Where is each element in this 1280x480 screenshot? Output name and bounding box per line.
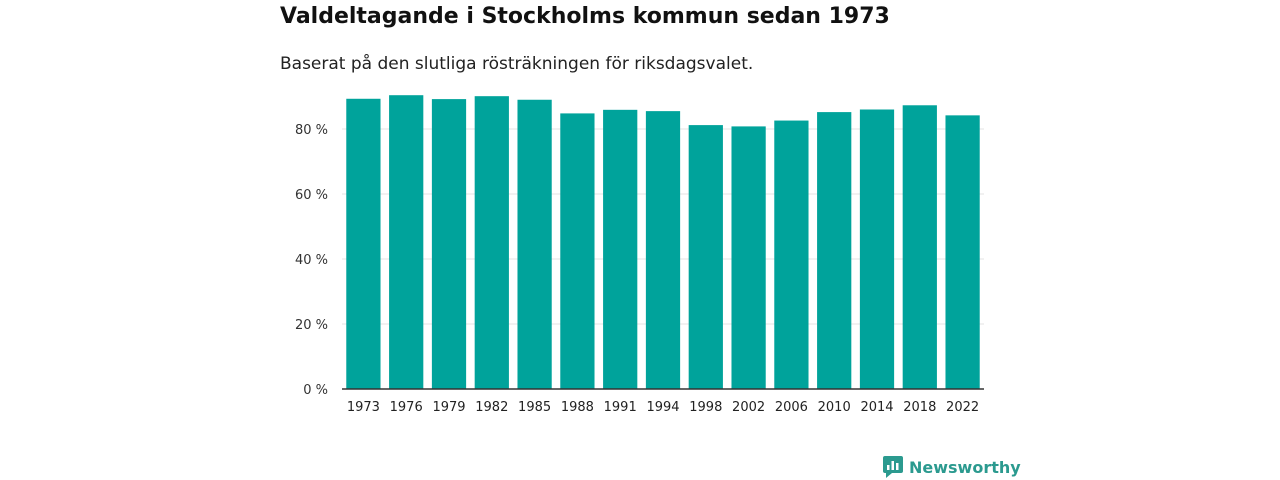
bar-1976 <box>389 95 424 389</box>
brand-logo: Newsworthy <box>883 456 1021 478</box>
newsworthy-icon <box>883 456 903 478</box>
bar-1979 <box>431 99 467 389</box>
bar-1982 <box>474 96 509 390</box>
x-tick-label: 1979 <box>432 400 465 415</box>
x-tick-label: 1998 <box>689 400 722 415</box>
x-tick-label: 2002 <box>732 400 765 415</box>
x-tick-label: 2010 <box>818 400 851 415</box>
bar-1988 <box>560 113 595 390</box>
x-tick-label: 2022 <box>946 400 979 415</box>
bar-2018 <box>902 105 937 390</box>
x-tick-label: 1988 <box>561 400 594 415</box>
x-tick-label: 2014 <box>860 400 893 415</box>
x-tick-label: 1976 <box>390 400 423 415</box>
y-tick-label: 60 % <box>295 188 328 203</box>
x-tick-label: 1991 <box>604 400 637 415</box>
brand-name: Newsworthy <box>909 457 1021 477</box>
bar-1998 <box>688 125 723 389</box>
bar-2006 <box>774 120 809 390</box>
bar-1973 <box>346 98 381 390</box>
bar-2022 <box>945 115 980 389</box>
chart-subtitle: Baserat på den slutliga rösträkningen fö… <box>280 54 754 74</box>
bar-2002 <box>731 126 766 390</box>
y-tick-label: 0 % <box>303 383 328 398</box>
bar-1991 <box>603 109 638 389</box>
x-tick-label: 1994 <box>646 400 679 415</box>
chart-title: Valdeltagande i Stockholms kommun sedan … <box>280 4 890 29</box>
x-tick-label: 1985 <box>518 400 551 415</box>
bar-chart: 0 % 20 % 40 % 60 % 80 % 1973 1976 1979 1982 1985 1… <box>295 95 984 415</box>
y-tick-label: 20 % <box>295 318 328 333</box>
x-tick-label: 2006 <box>775 400 808 415</box>
x-tick-label: 2018 <box>903 400 936 415</box>
bar-1994 <box>645 111 681 389</box>
y-tick-label: 40 % <box>295 253 328 268</box>
bar-1985 <box>517 99 552 389</box>
x-tick-label: 1982 <box>475 400 508 415</box>
y-tick-label: 80 % <box>295 123 328 138</box>
bar-2014 <box>859 109 895 389</box>
bar-2010 <box>817 112 852 389</box>
x-tick-label: 1973 <box>347 400 380 415</box>
